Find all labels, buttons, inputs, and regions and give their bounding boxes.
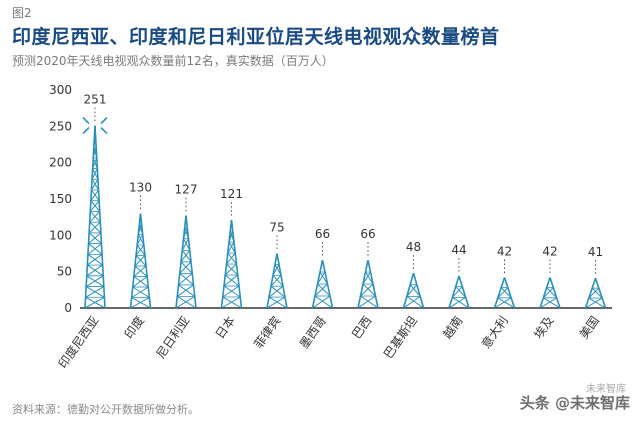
data-label: 127 bbox=[175, 183, 198, 197]
data-label: 44 bbox=[451, 243, 466, 257]
watermark: 头条 @未来智库 bbox=[519, 394, 630, 412]
signal-waves-icon bbox=[82, 117, 108, 135]
tower-bar bbox=[311, 259, 334, 309]
x-tick-label: 尼日利亚 bbox=[153, 314, 192, 361]
data-label: 42 bbox=[497, 244, 512, 258]
x-tick-label: 意大利 bbox=[478, 313, 511, 351]
x-tick-label: 埃及 bbox=[531, 314, 556, 342]
x-tick-label: 印度尼西亚 bbox=[55, 313, 102, 371]
tower-bar bbox=[493, 277, 516, 309]
tower-bar bbox=[220, 219, 243, 309]
x-tick-label: 印度 bbox=[121, 313, 147, 341]
y-tick-label: 200 bbox=[49, 156, 72, 170]
tower-bar bbox=[539, 277, 561, 309]
tower-bar bbox=[584, 277, 607, 309]
data-label: 251 bbox=[84, 93, 107, 107]
tower-bar bbox=[266, 253, 288, 309]
x-tick-label: 巴西 bbox=[349, 314, 374, 342]
x-tick-label: 墨西哥 bbox=[297, 314, 329, 352]
source-note: 资料来源：德勤对公开数据所做分析。 bbox=[12, 403, 199, 416]
x-tick-label: 巴基斯坦 bbox=[381, 314, 420, 361]
tower-bar bbox=[84, 125, 106, 309]
tower-bar bbox=[448, 275, 470, 309]
data-label: 42 bbox=[542, 244, 557, 258]
y-tick-label: 150 bbox=[49, 192, 72, 206]
y-tick-label: 250 bbox=[49, 119, 72, 133]
data-label: 130 bbox=[129, 181, 152, 195]
chart-subtitle: 预测2020年天线电视观众数量前12名，真实数据（百万人） bbox=[12, 54, 334, 68]
tower-bar bbox=[402, 272, 425, 309]
tower-bar bbox=[129, 213, 152, 309]
tower-bar bbox=[175, 215, 197, 309]
y-tick-label: 50 bbox=[57, 265, 72, 279]
chart-title: 印度尼西亚、印度和尼日利亚位居天线电视观众数量榜首 bbox=[12, 26, 500, 48]
x-tick-label: 日本 bbox=[213, 314, 238, 342]
watermark-logo-text: 未来智库 bbox=[586, 384, 626, 395]
y-tick-label: 300 bbox=[49, 83, 72, 97]
y-tick-label: 100 bbox=[49, 228, 72, 242]
x-tick-label: 越南 bbox=[439, 313, 465, 341]
data-label: 66 bbox=[360, 227, 375, 241]
data-label: 48 bbox=[406, 240, 421, 254]
data-label: 66 bbox=[315, 227, 330, 241]
data-label: 75 bbox=[269, 221, 284, 235]
data-label: 121 bbox=[220, 187, 243, 201]
y-tick-label: 0 bbox=[64, 301, 72, 315]
x-tick-label: 美国 bbox=[577, 314, 602, 342]
tower-bar bbox=[357, 259, 379, 309]
data-label: 41 bbox=[588, 245, 603, 259]
figure-label: 图2 bbox=[12, 6, 32, 20]
x-tick-label: 菲律宾 bbox=[251, 313, 284, 351]
